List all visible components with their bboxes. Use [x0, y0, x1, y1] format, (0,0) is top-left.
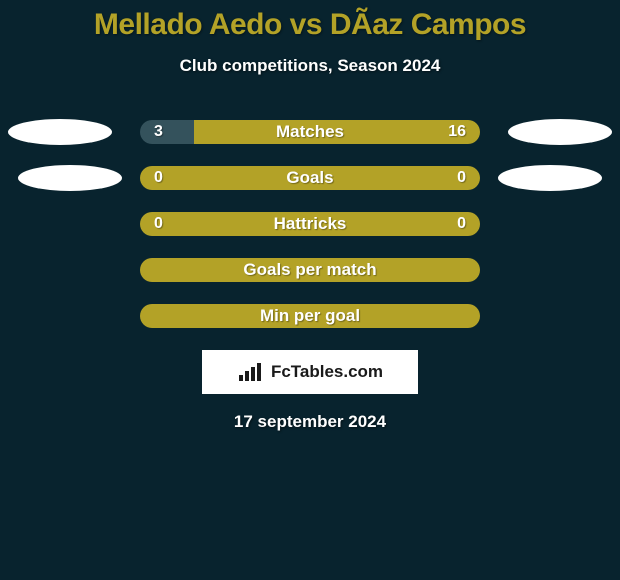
stat-row: Hattricks 0 0: [0, 212, 620, 236]
bar-fill-left: [140, 120, 194, 144]
stat-value-left: 3: [154, 123, 163, 141]
stat-bar: Goals per match: [140, 258, 480, 282]
logo-box: FcTables.com: [202, 350, 418, 394]
page-title: Mellado Aedo vs DÃ­az Campos: [0, 0, 620, 42]
stat-value-right: 16: [448, 123, 466, 141]
stat-bar: Goals 0 0: [140, 166, 480, 190]
stat-label: Goals: [286, 168, 333, 188]
bars-icon: [237, 361, 265, 383]
stat-rows: Matches 3 16 Goals 0 0 Hattricks 0 0 Goals per ma…: [0, 120, 620, 328]
stat-label: Min per goal: [260, 306, 360, 326]
stat-value-left: 0: [154, 215, 163, 233]
player-ellipse-right: [498, 165, 602, 191]
player-ellipse-left: [18, 165, 122, 191]
date: 17 september 2024: [0, 412, 620, 432]
stat-row: Goals per match: [0, 258, 620, 282]
comparison-canvas: Mellado Aedo vs DÃ­az Campos Club compet…: [0, 0, 620, 580]
player-ellipse-right: [508, 119, 612, 145]
stat-bar: Min per goal: [140, 304, 480, 328]
player-ellipse-left: [8, 119, 112, 145]
subtitle: Club competitions, Season 2024: [0, 56, 620, 76]
stat-bar: Hattricks 0 0: [140, 212, 480, 236]
stat-row: Matches 3 16: [0, 120, 620, 144]
logo-text: FcTables.com: [271, 362, 383, 382]
stat-value-right: 0: [457, 215, 466, 233]
stat-row: Min per goal: [0, 304, 620, 328]
stat-label: Hattricks: [274, 214, 347, 234]
stat-row: Goals 0 0: [0, 166, 620, 190]
stat-bar: Matches 3 16: [140, 120, 480, 144]
stat-label: Goals per match: [243, 260, 376, 280]
stat-value-left: 0: [154, 169, 163, 187]
stat-value-right: 0: [457, 169, 466, 187]
stat-label: Matches: [276, 122, 344, 142]
